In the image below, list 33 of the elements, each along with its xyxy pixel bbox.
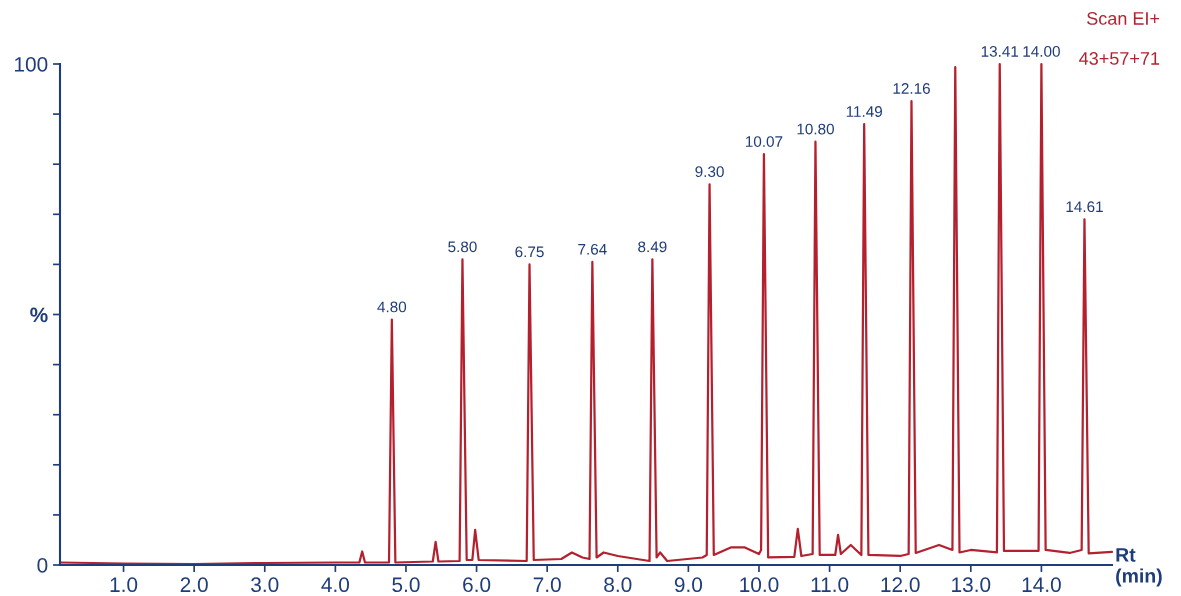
x-tick-label: 12.0 [881, 577, 920, 593]
x-tick-label: 8.0 [604, 577, 632, 593]
x-tick-label: 9.0 [674, 577, 703, 593]
x-tick-label: 14.0 [1022, 577, 1061, 593]
x-tick-label: 6.0 [463, 577, 491, 593]
annotation: 7.64 [578, 243, 607, 255]
x-tick-label: 10.0 [740, 577, 779, 593]
x-tick-label: 11.0 [811, 577, 849, 593]
y-tick-label: 100 [15, 57, 48, 72]
x-tick-label: 7.0 [533, 577, 561, 593]
annotation: 9.30 [695, 166, 724, 178]
annotation: 4.80 [377, 301, 407, 313]
x-tick-label: 3.0 [251, 577, 279, 593]
annotation: 10.80 [797, 123, 834, 135]
text: Scan EI+ [1087, 12, 1160, 25]
annotation: 43+57+71 [1079, 52, 1160, 65]
annotation: 14.61 [1066, 201, 1103, 213]
annotation: 10.07 [745, 136, 783, 147]
y-tick-label: 0 [37, 558, 48, 573]
x-tick-label: 13.0 [952, 577, 991, 593]
x-tick-label: 4.0 [321, 577, 350, 593]
annotation: 14.00 [1023, 46, 1060, 57]
annotation: 12.16 [893, 83, 930, 94]
x-tick-label: 1.0 [110, 577, 138, 593]
y-tick-label: % [30, 307, 48, 323]
annotation: 8.49 [638, 241, 667, 253]
x-axis-title: Rt (min) [1116, 548, 1162, 587]
annotation: 5.80 [448, 241, 477, 253]
x-tick-label: 2.0 [180, 577, 208, 593]
annotation: 13.41 [981, 46, 1019, 57]
annotation: 6.75 [515, 246, 544, 258]
x-tick-label: 5.0 [392, 577, 420, 593]
annotation: 11.49 [846, 106, 883, 117]
